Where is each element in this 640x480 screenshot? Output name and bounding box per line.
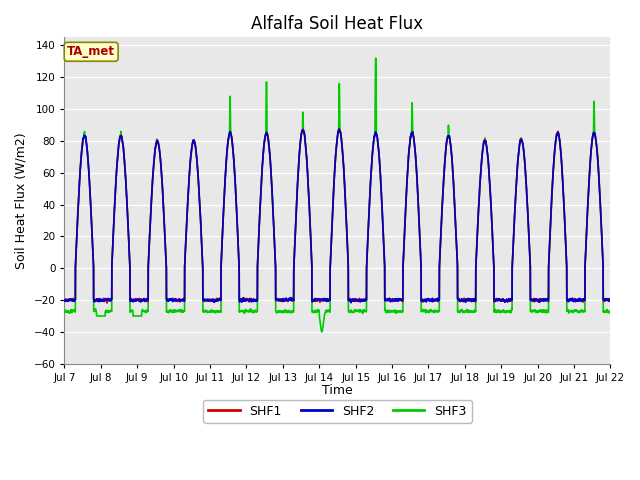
Text: TA_met: TA_met [67, 45, 115, 58]
X-axis label: Time: Time [322, 384, 353, 397]
Legend: SHF1, SHF2, SHF3: SHF1, SHF2, SHF3 [204, 400, 472, 423]
Title: Alfalfa Soil Heat Flux: Alfalfa Soil Heat Flux [252, 15, 424, 33]
Y-axis label: Soil Heat Flux (W/m2): Soil Heat Flux (W/m2) [15, 132, 28, 269]
